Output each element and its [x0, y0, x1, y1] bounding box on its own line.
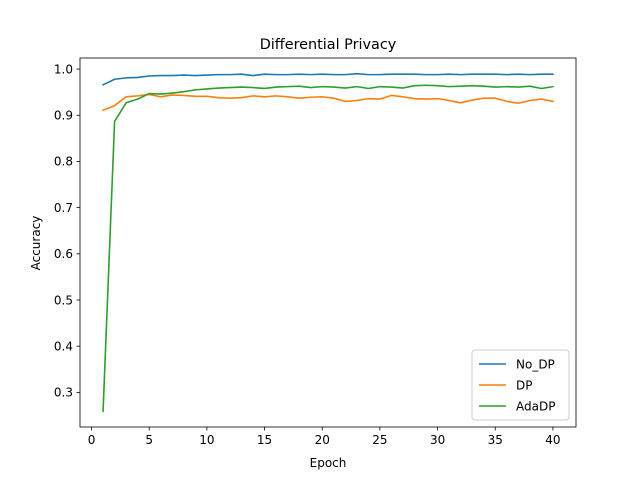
series-line-dp [102, 93, 554, 112]
y-axis: 0.3 0.4 0.5 0.6 0.7 0.8 0.9 1.0 [54, 62, 80, 400]
chart-title: Differential Privacy [260, 37, 397, 53]
series-layer [102, 72, 554, 413]
legend-label: DP [516, 379, 532, 393]
legend-label: No_DP [516, 358, 555, 372]
plot-frame [79, 57, 577, 428]
series-line-adadp [102, 84, 554, 413]
legend: No_DP DP AdaDP [471, 349, 570, 421]
x-axis: 0 5 10 15 20 25 30 35 40 [88, 427, 561, 447]
legend-box [471, 349, 570, 421]
x-tick-label: 20 [315, 433, 330, 447]
x-tick-label: 15 [257, 433, 272, 447]
y-tick-label: 0.3 [54, 386, 73, 400]
y-tick-label: 0.5 [54, 293, 73, 307]
x-tick-label: 5 [145, 433, 153, 447]
x-tick-label: 30 [430, 433, 445, 447]
x-tick-label: 10 [199, 433, 214, 447]
series-line-no-dp [102, 72, 554, 86]
y-tick-label: 0.8 [54, 155, 73, 169]
y-tick-label: 0.9 [54, 109, 73, 123]
x-tick-label: 25 [372, 433, 387, 447]
legend-label: AdaDP [516, 400, 555, 414]
y-tick-label: 0.4 [54, 339, 73, 353]
x-tick-label: 0 [88, 433, 96, 447]
x-tick-label: 40 [545, 433, 560, 447]
y-tick-label: 0.6 [54, 247, 73, 261]
x-tick-label: 35 [488, 433, 503, 447]
y-tick-label: 0.7 [54, 201, 73, 215]
plot-area [79, 57, 577, 428]
y-tick-label: 1.0 [54, 62, 73, 76]
x-axis-label: Epoch [310, 456, 347, 470]
y-axis-label: Accuracy [29, 216, 43, 271]
